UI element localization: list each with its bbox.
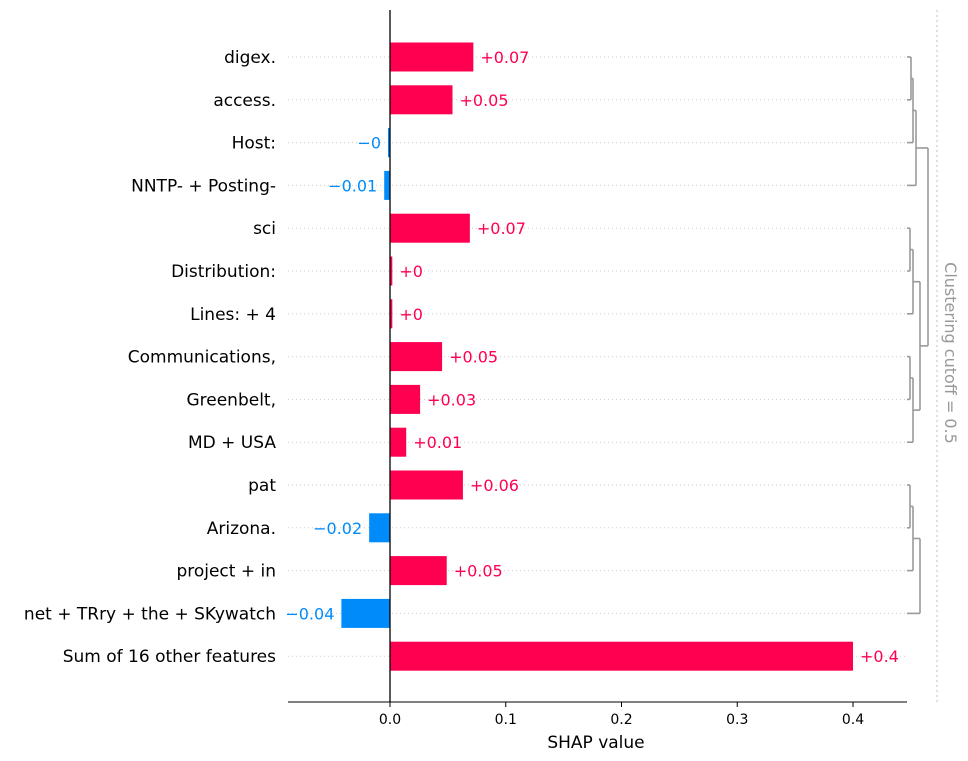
x-tick-label: 0.1 <box>495 712 517 728</box>
bar <box>390 556 447 586</box>
value-label: +0 <box>399 305 423 324</box>
clustering-cutoff-label: Clustering cutoff = 0.5 <box>941 262 960 444</box>
value-label: +0.03 <box>427 390 476 409</box>
feature-label: Arizona. <box>207 519 276 539</box>
feature-label: sci <box>253 219 276 239</box>
feature-label: MD + USA <box>188 433 276 453</box>
value-label: +0.07 <box>480 48 529 67</box>
feature-label: access. <box>213 91 276 111</box>
value-label: +0.05 <box>454 562 503 581</box>
value-label: +0.07 <box>477 219 526 238</box>
feature-label: NNTP- + Posting- <box>131 176 276 196</box>
value-label: −0.01 <box>328 176 377 195</box>
bar <box>390 256 393 286</box>
feature-label: Lines: + 4 <box>190 305 276 325</box>
value-label: +0 <box>399 262 423 281</box>
value-label: +0.06 <box>470 476 519 495</box>
feature-label: Distribution: <box>171 262 276 282</box>
x-tick-label: 0.3 <box>726 712 748 728</box>
bar <box>390 213 470 243</box>
value-label: −0 <box>357 134 381 153</box>
bar <box>390 42 474 72</box>
bar <box>390 342 443 372</box>
bar <box>390 470 463 500</box>
feature-label: project + in <box>176 562 276 582</box>
bar <box>384 170 390 200</box>
value-label: −0.04 <box>285 604 334 623</box>
value-labels: +0.07 +0.05 −0 −0.01 +0.07 +0 +0 +0.05 +0.03 +0.0… <box>285 48 899 666</box>
bars <box>341 42 853 671</box>
feature-label: Communications, <box>128 348 276 368</box>
feature-label: digex. <box>224 48 276 68</box>
value-label: +0.01 <box>413 433 462 452</box>
value-label: −0.02 <box>313 519 362 538</box>
bar <box>388 128 390 158</box>
clustering-dendrogram <box>907 10 938 702</box>
bar <box>390 641 853 671</box>
feature-label: Sum of 16 other features <box>63 647 276 667</box>
value-label: +0.4 <box>860 647 899 666</box>
x-tick-label: 0.0 <box>379 712 401 728</box>
bar <box>390 299 393 329</box>
bar <box>341 598 390 628</box>
bar <box>390 85 453 115</box>
x-axis-label: SHAP value <box>547 733 644 753</box>
value-label: +0.05 <box>449 348 498 367</box>
feature-label: net + TRry + the + SKywatch <box>24 604 276 624</box>
x-tick-label: 0.4 <box>842 712 864 728</box>
x-tick-label: 0.2 <box>610 712 632 728</box>
bar <box>369 513 390 543</box>
bar <box>390 384 421 414</box>
bar <box>390 427 407 457</box>
feature-labels: digex. access. Host: NNTP- + Posting-sci Dis… <box>24 48 276 667</box>
x-axis: 0.0 0.1 0.2 0.3 0.4 <box>288 10 907 728</box>
value-label: +0.05 <box>460 91 509 110</box>
feature-label: Host: <box>232 134 276 154</box>
feature-label: Greenbelt, <box>186 390 276 410</box>
feature-label: pat <box>248 476 276 496</box>
